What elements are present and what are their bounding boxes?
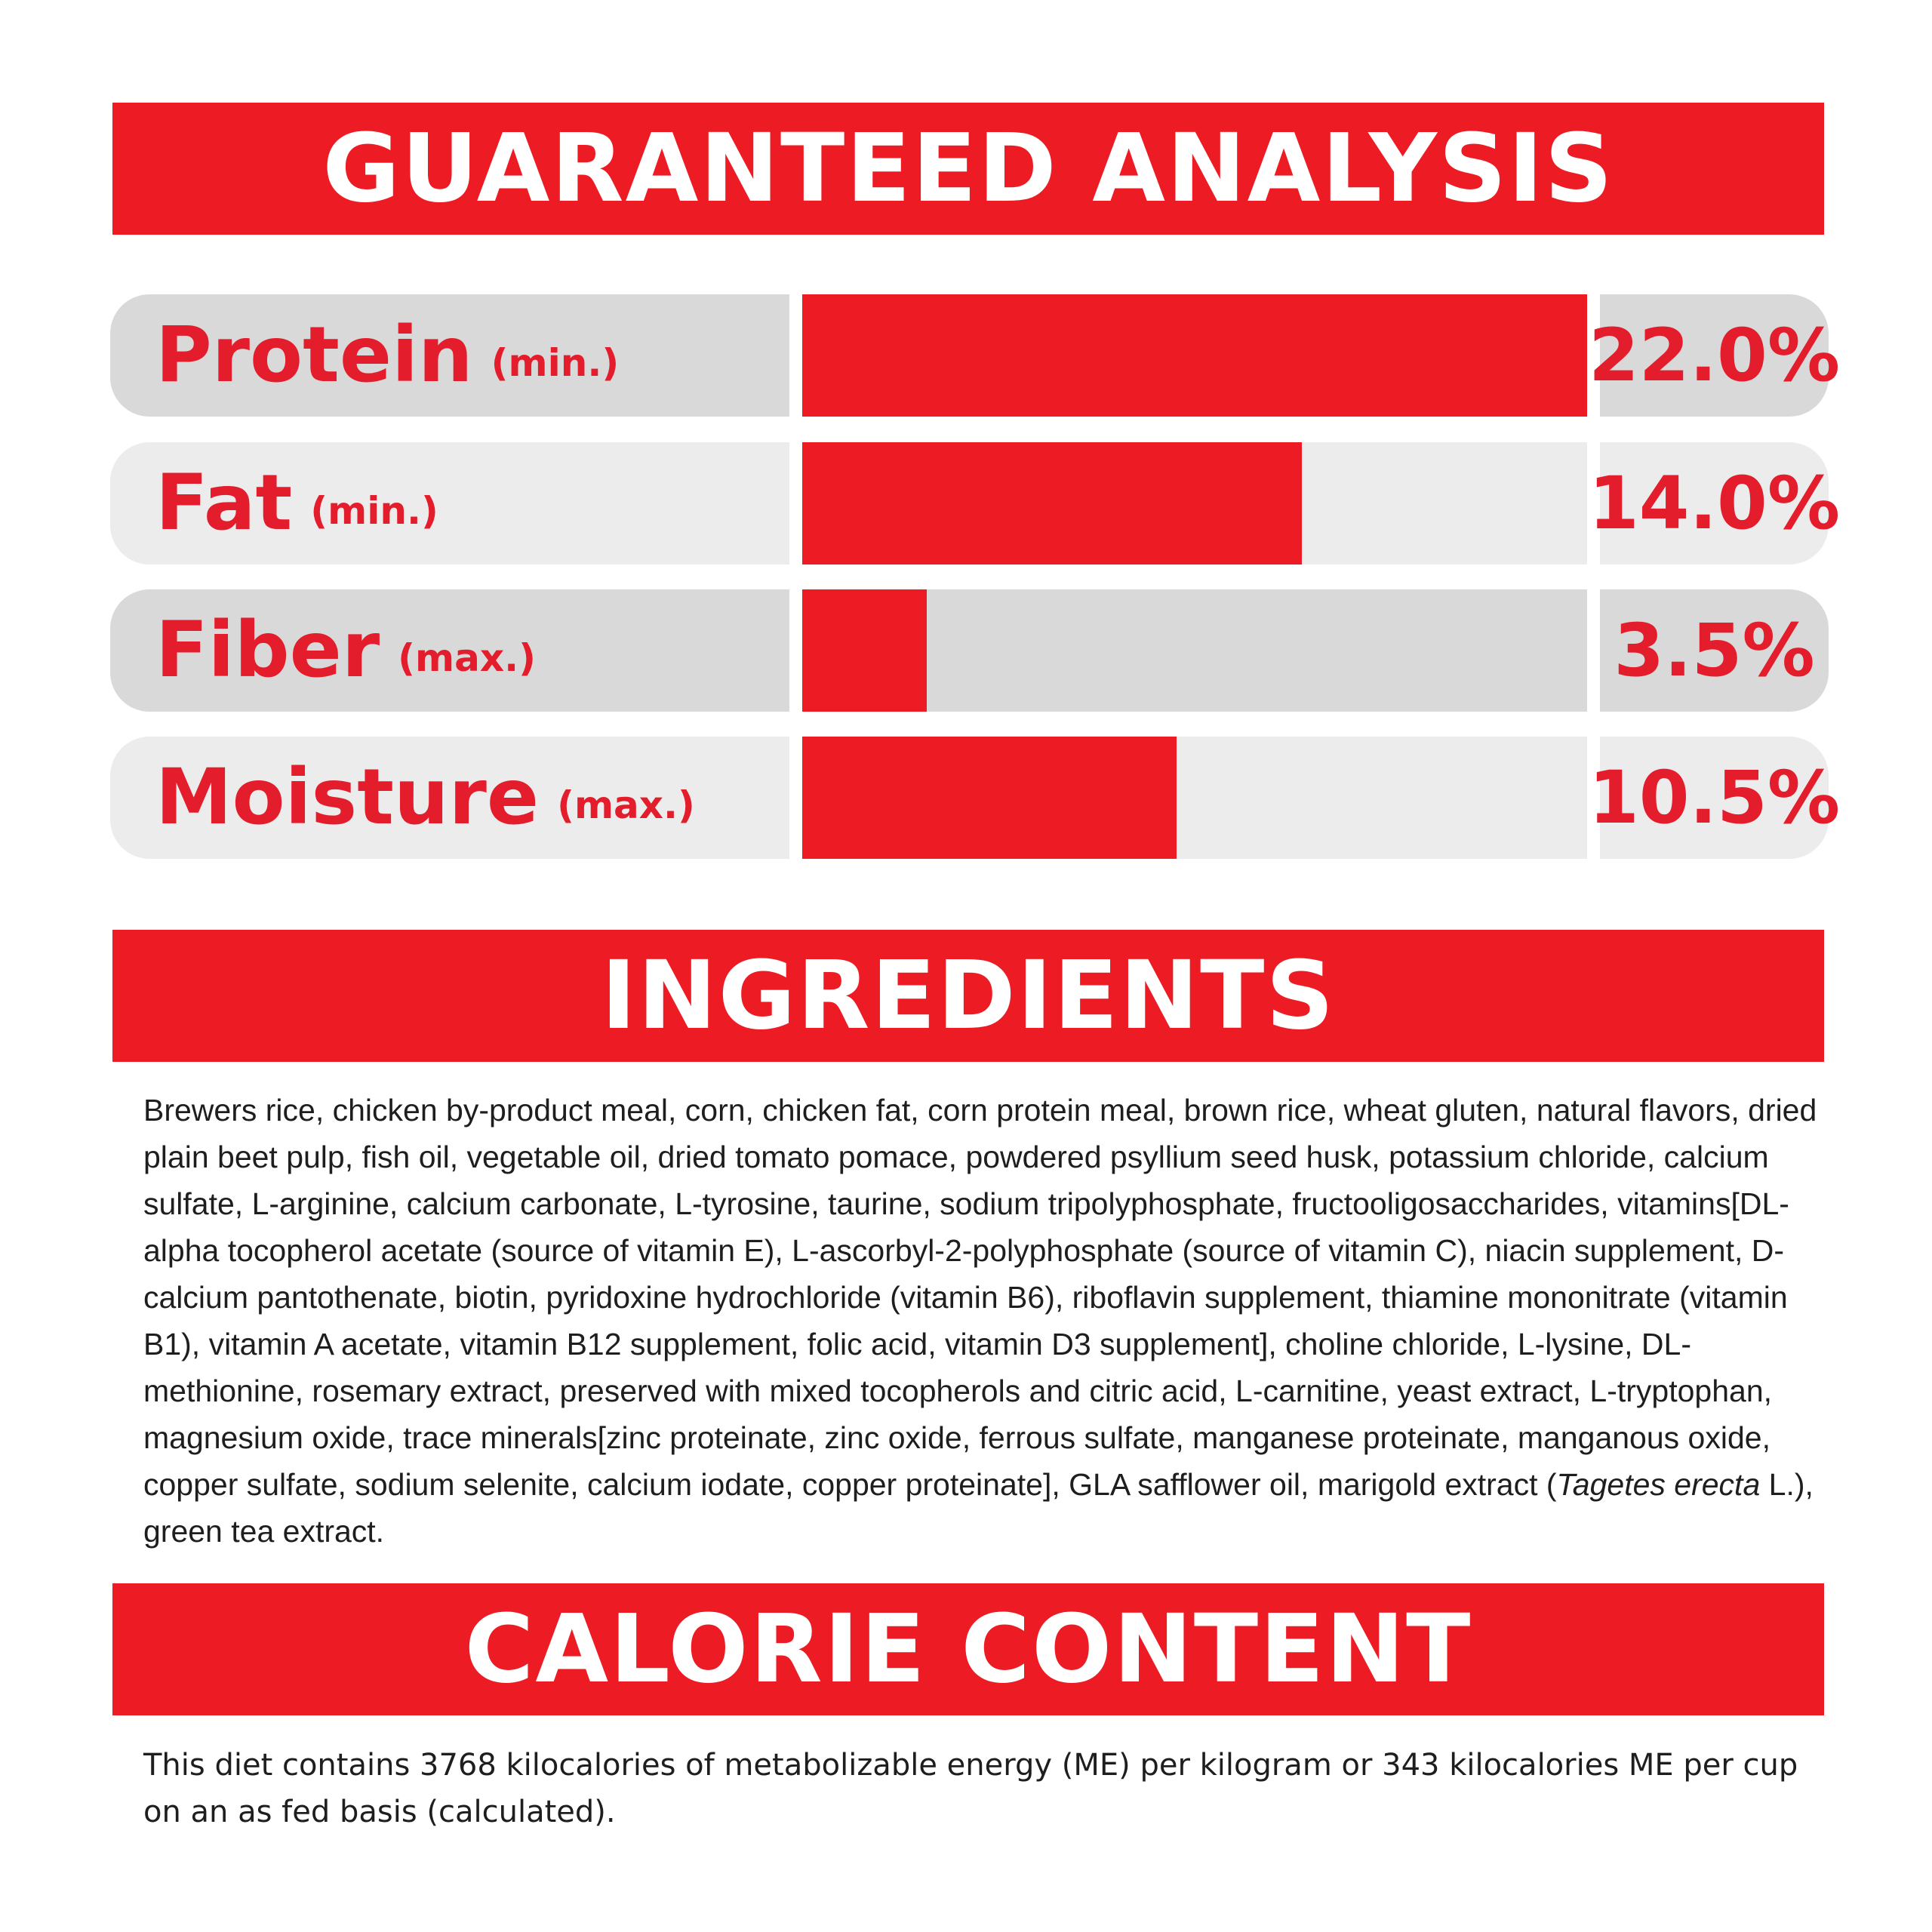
calorie-content-banner: CALORIE CONTENT xyxy=(112,1583,1824,1715)
nutrient-qualifier: (min.) xyxy=(310,489,438,533)
nutrient-bar-track xyxy=(802,442,1587,565)
calorie-content-text: This diet contains 3768 kilocalories of … xyxy=(143,1748,1798,1829)
nutrient-bar-fill xyxy=(802,442,1302,565)
nutrient-value: 22.0% xyxy=(1589,294,1840,417)
guaranteed-analysis-banner: GUARANTEED ANALYSIS xyxy=(112,103,1824,235)
nutrient-bar-track xyxy=(802,737,1587,859)
ingredients-title: INGREDIENTS xyxy=(601,941,1336,1051)
nutrient-value: 14.0% xyxy=(1589,442,1840,565)
ingredients-text-main: Brewers rice, chicken by-product meal, c… xyxy=(143,1093,1817,1502)
nutrient-bar-fill xyxy=(802,294,1587,417)
nutrient-label-cell: Fiber (max.) xyxy=(110,589,789,712)
nutrient-bar-fill xyxy=(802,589,927,712)
nutrient-value: 10.5% xyxy=(1589,737,1840,859)
nutrient-value: 3.5% xyxy=(1600,589,1829,712)
nutrient-name: Protein xyxy=(155,310,473,400)
nutrient-bar-fill xyxy=(802,737,1177,859)
nutrient-name: Fat xyxy=(155,458,293,548)
guaranteed-analysis-title: GUARANTEED ANALYSIS xyxy=(322,114,1614,223)
nutrient-row-fat: Fat (min.) 14.0% xyxy=(110,442,1840,565)
calorie-content-title: CALORIE CONTENT xyxy=(464,1595,1472,1704)
ingredients-banner: INGREDIENTS xyxy=(112,930,1824,1062)
nutrient-qualifier: (min.) xyxy=(491,341,620,385)
nutrient-row-moisture: Moisture (max.) 10.5% xyxy=(110,737,1840,859)
nutrient-qualifier: (max.) xyxy=(398,636,536,680)
nutrient-bar-track xyxy=(802,294,1587,417)
ingredients-list: Brewers rice, chicken by-product meal, c… xyxy=(143,1087,1819,1555)
nutrient-name: Moisture xyxy=(155,752,540,842)
nutrient-label-cell: Moisture (max.) xyxy=(110,737,789,859)
nutrient-bar-track xyxy=(802,589,1587,712)
nutrient-name: Fiber xyxy=(155,605,380,695)
ingredients-italic-species: Tagetes erecta xyxy=(1556,1467,1761,1502)
nutrient-label-cell: Fat (min.) xyxy=(110,442,789,565)
nutrient-label-cell: Protein (min.) xyxy=(110,294,789,417)
nutrient-row-fiber: Fiber (max.) 3.5% xyxy=(110,589,1829,712)
nutrient-qualifier: (max.) xyxy=(557,783,695,827)
ingredients-text-end: L.), green tea extract. xyxy=(143,1467,1814,1549)
nutrient-row-protein: Protein (min.) 22.0% xyxy=(110,294,1840,417)
